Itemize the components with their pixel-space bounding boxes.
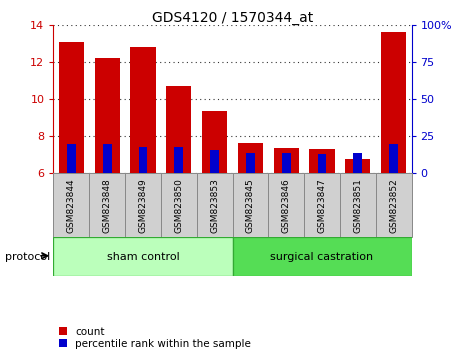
Text: GSM823848: GSM823848 bbox=[103, 178, 112, 233]
Bar bbox=[67, 144, 76, 173]
Bar bbox=[310, 149, 334, 173]
Bar bbox=[238, 143, 263, 173]
Text: protocol: protocol bbox=[5, 252, 50, 262]
Text: GSM823847: GSM823847 bbox=[318, 178, 326, 233]
Bar bbox=[166, 86, 191, 173]
Text: GSM823844: GSM823844 bbox=[67, 178, 76, 233]
Text: GSM823850: GSM823850 bbox=[174, 178, 183, 233]
Bar bbox=[210, 150, 219, 173]
FancyBboxPatch shape bbox=[125, 173, 161, 237]
Bar bbox=[174, 147, 183, 173]
Text: GSM823845: GSM823845 bbox=[246, 178, 255, 233]
Text: surgical castration: surgical castration bbox=[271, 252, 373, 262]
Bar bbox=[345, 159, 370, 173]
Bar bbox=[139, 147, 147, 173]
Bar bbox=[232, 237, 412, 276]
FancyBboxPatch shape bbox=[376, 173, 412, 237]
Bar bbox=[59, 41, 84, 173]
Bar bbox=[274, 148, 299, 173]
Bar bbox=[318, 154, 326, 173]
Bar bbox=[202, 111, 227, 173]
Text: GSM823853: GSM823853 bbox=[210, 178, 219, 233]
Text: sham control: sham control bbox=[106, 252, 179, 262]
Text: GSM823846: GSM823846 bbox=[282, 178, 291, 233]
Bar bbox=[103, 144, 112, 173]
Bar bbox=[389, 144, 398, 173]
Bar bbox=[381, 32, 406, 173]
FancyBboxPatch shape bbox=[161, 173, 197, 237]
Legend: count, percentile rank within the sample: count, percentile rank within the sample bbox=[59, 327, 251, 349]
FancyBboxPatch shape bbox=[197, 173, 232, 237]
FancyBboxPatch shape bbox=[340, 173, 376, 237]
Text: GDS4120 / 1570344_at: GDS4120 / 1570344_at bbox=[152, 11, 313, 25]
Bar bbox=[353, 153, 362, 173]
FancyBboxPatch shape bbox=[304, 173, 340, 237]
Bar bbox=[131, 47, 155, 173]
FancyBboxPatch shape bbox=[89, 173, 125, 237]
FancyBboxPatch shape bbox=[268, 173, 304, 237]
Text: GSM823851: GSM823851 bbox=[353, 178, 362, 233]
Text: GSM823849: GSM823849 bbox=[139, 178, 147, 233]
FancyBboxPatch shape bbox=[53, 173, 89, 237]
FancyBboxPatch shape bbox=[232, 173, 268, 237]
Bar bbox=[246, 153, 255, 173]
Bar bbox=[282, 153, 291, 173]
Bar bbox=[53, 237, 232, 276]
Text: GSM823852: GSM823852 bbox=[389, 178, 398, 233]
Bar bbox=[95, 58, 120, 173]
